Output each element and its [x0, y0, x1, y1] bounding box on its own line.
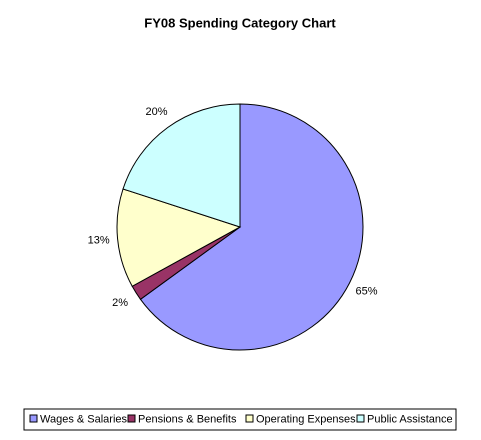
legend-box	[23, 408, 457, 431]
data-label: 2%	[112, 297, 128, 309]
pie-slice	[122, 103, 241, 228]
legend-swatch	[245, 414, 254, 423]
legend-swatch	[127, 414, 136, 423]
pie-slice	[139, 103, 364, 351]
legend-label: Pensions & Benefits	[138, 413, 237, 425]
legend-swatch	[356, 414, 365, 423]
legend-swatch	[29, 414, 38, 423]
legend-label: Public Assistance	[367, 413, 453, 425]
data-label: 13%	[88, 234, 110, 246]
data-label: 20%	[146, 106, 168, 118]
chart-title: FY08 Spending Category Chart	[144, 15, 336, 30]
pie-slice	[116, 188, 242, 287]
legend-label: Wages & Salaries	[40, 413, 128, 425]
legend-label: Operating Expenses	[256, 413, 356, 425]
data-label: 65%	[356, 285, 378, 297]
